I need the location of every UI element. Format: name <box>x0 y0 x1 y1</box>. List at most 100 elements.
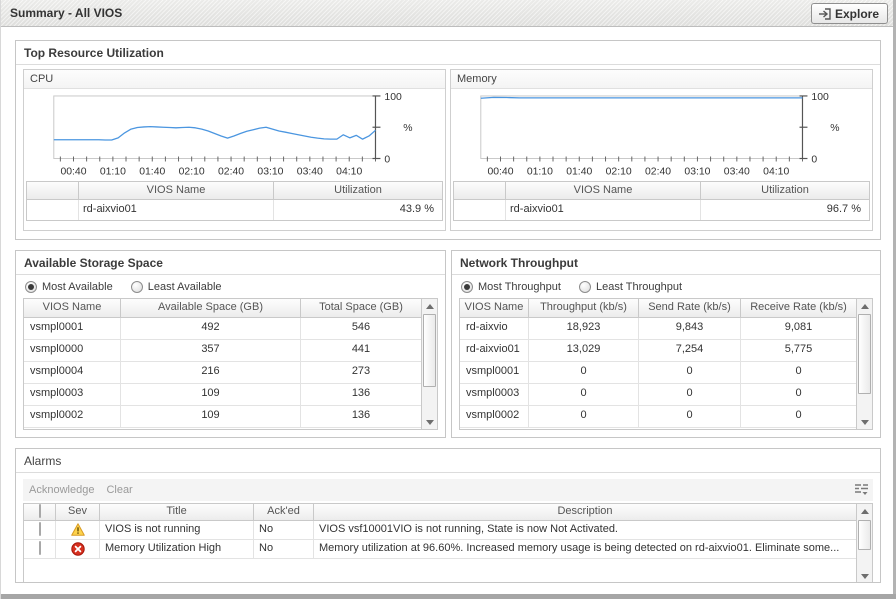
radio-most-available-label[interactable]: Most Available <box>42 281 113 293</box>
radio-unselected-icon[interactable] <box>130 281 143 293</box>
scroll-down-icon[interactable] <box>857 569 872 582</box>
legend-name-column-header: VIOS Name <box>79 182 274 201</box>
explore-button-label: Explore <box>834 6 879 21</box>
cell-receive-rate: 5,775 <box>741 340 856 362</box>
error-icon <box>70 542 85 556</box>
network-throughput-title: Network Throughput <box>452 251 880 275</box>
cell-total-space: 273 <box>301 362 421 384</box>
radio-least-available-label[interactable]: Least Available <box>147 281 222 293</box>
storage-col-vios-name[interactable]: VIOS Name <box>24 299 121 318</box>
table-row[interactable]: vsmpl0001 492 546 <box>24 318 421 340</box>
svg-text:02:40: 02:40 <box>218 166 244 177</box>
svg-text:04:10: 04:10 <box>336 166 362 177</box>
table-row[interactable]: vsmpl0004 216 273 <box>24 362 421 384</box>
table-row[interactable]: vsmpl0002 109 136 <box>24 406 421 428</box>
cell-vios-name: rd-aixvio <box>460 318 529 340</box>
scroll-up-icon[interactable] <box>857 299 872 313</box>
network-col-vios-name[interactable]: VIOS Name <box>460 299 529 318</box>
storage-scrollbar[interactable] <box>421 299 437 429</box>
cpu-legend-utilization: 43.9 % <box>399 203 434 216</box>
table-row[interactable]: vsmpl0001 0 0 0 <box>460 362 856 384</box>
alarms-col-acked[interactable]: Ack'ed <box>254 504 314 521</box>
radio-selected-icon[interactable] <box>461 281 473 293</box>
cell-vios-name: vsmpl0000 <box>24 340 121 362</box>
memory-legend-row[interactable]: rd-aixvio01 96.7 % <box>454 200 869 221</box>
cell-total-space: 441 <box>301 340 421 362</box>
scroll-up-icon[interactable] <box>422 299 437 313</box>
radio-least-available[interactable]: Least Available <box>130 281 222 293</box>
customize-columns-icon[interactable] <box>854 483 869 497</box>
cell-throughput: 0 <box>529 362 639 384</box>
storage-col-available-space[interactable]: Available Space (GB) <box>121 299 301 318</box>
acknowledge-button[interactable]: Acknowledge <box>29 484 95 496</box>
svg-text:%: % <box>830 123 839 134</box>
table-row[interactable]: rd-aixvio01 13,029 7,254 5,775 <box>460 340 856 362</box>
network-scrollbar[interactable] <box>856 299 872 429</box>
svg-text:04:10: 04:10 <box>763 166 789 177</box>
cell-throughput: 0 <box>529 384 639 406</box>
table-row[interactable]: rd-aixvio 18,923 9,843 9,081 <box>460 318 856 340</box>
radio-most-throughput[interactable]: Most Throughput <box>461 281 561 293</box>
explore-button[interactable]: Explore <box>810 3 888 24</box>
available-storage-space-title: Available Storage Space <box>16 251 445 275</box>
cell-receive-rate: 0 <box>741 406 856 428</box>
network-col-throughput[interactable]: Throughput (kb/s) <box>529 299 639 318</box>
cell-send-rate: 9,843 <box>639 318 741 340</box>
scrollbar-thumb[interactable] <box>423 314 436 387</box>
alarms-col-sev[interactable]: Sev <box>56 504 100 521</box>
radio-least-throughput-label[interactable]: Least Throughput <box>595 281 682 293</box>
scroll-down-icon[interactable] <box>422 415 437 429</box>
table-row[interactable]: Memory Utilization High No Memory utiliz… <box>24 540 856 559</box>
memory-legend-vios-name: rd-aixvio01 <box>506 200 701 221</box>
svg-text:0: 0 <box>811 154 817 165</box>
alarms-col-title[interactable]: Title <box>100 504 254 521</box>
cpu-legend-vios-name: rd-aixvio01 <box>79 200 274 221</box>
clear-button[interactable]: Clear <box>106 484 133 496</box>
scroll-down-icon[interactable] <box>857 415 872 429</box>
page-bottom-bar <box>1 594 896 599</box>
network-table-header: VIOS Name Throughput (kb/s) Send Rate (k… <box>460 299 856 318</box>
cell-vios-name: vsmpl0003 <box>460 384 529 406</box>
select-all-checkbox[interactable] <box>24 504 56 521</box>
table-row[interactable]: vsmpl0000 357 441 <box>24 340 421 362</box>
cpu-legend-row[interactable]: rd-aixvio01 43.9 % <box>27 200 442 221</box>
cell-receive-rate: 0 <box>741 362 856 384</box>
radio-least-throughput[interactable]: Least Throughput <box>578 281 682 293</box>
cell-available-space: 109 <box>121 384 301 406</box>
legend-utilization-column-header: Utilization <box>701 182 869 201</box>
svg-text:01:10: 01:10 <box>100 166 126 177</box>
radio-most-throughput-label[interactable]: Most Throughput <box>478 281 561 293</box>
warning-icon <box>70 523 85 536</box>
row-checkbox[interactable] <box>24 540 56 559</box>
svg-text:01:40: 01:40 <box>139 166 165 177</box>
row-checkbox[interactable] <box>24 521 56 540</box>
network-col-receive-rate[interactable]: Receive Rate (kb/s) <box>741 299 856 318</box>
svg-text:02:10: 02:10 <box>179 166 205 177</box>
scrollbar-thumb[interactable] <box>858 314 871 394</box>
radio-selected-icon[interactable] <box>25 281 37 293</box>
alarms-col-description[interactable]: Description <box>314 504 856 521</box>
radio-most-available[interactable]: Most Available <box>25 281 113 293</box>
table-row[interactable]: VIOS is not running No VIOS vsf10001VIO … <box>24 521 856 540</box>
table-row[interactable]: vsmpl0003 0 0 0 <box>460 384 856 406</box>
alarms-scrollbar[interactable] <box>856 504 872 582</box>
radio-unselected-icon[interactable] <box>578 281 591 293</box>
cell-throughput: 18,923 <box>529 318 639 340</box>
legend-name-column-header: VIOS Name <box>506 182 701 201</box>
cpu-legend-header: VIOS Name Utilization <box>27 182 442 201</box>
table-row[interactable]: vsmpl0003 109 136 <box>24 384 421 406</box>
cell-total-space: 136 <box>301 406 421 428</box>
memory-legend-utilization: 96.7 % <box>826 203 861 216</box>
cell-receive-rate: 0 <box>741 384 856 406</box>
network-col-send-rate[interactable]: Send Rate (kb/s) <box>639 299 741 318</box>
svg-text:03:40: 03:40 <box>297 166 323 177</box>
svg-text:00:40: 00:40 <box>60 166 86 177</box>
table-row[interactable]: vsmpl0002 0 0 0 <box>460 406 856 428</box>
alarms-table: Sev Title Ack'ed Description VIOS is n <box>23 503 873 582</box>
scrollbar-thumb[interactable] <box>858 520 871 550</box>
cpu-chart-panel: CPU 100 0% 00:40 01:10 01:40 02:10 02:40 03:10 0… <box>23 69 446 231</box>
svg-text:01:40: 01:40 <box>566 166 592 177</box>
storage-col-total-space[interactable]: Total Space (GB) <box>301 299 421 318</box>
scroll-up-icon[interactable] <box>857 504 872 518</box>
